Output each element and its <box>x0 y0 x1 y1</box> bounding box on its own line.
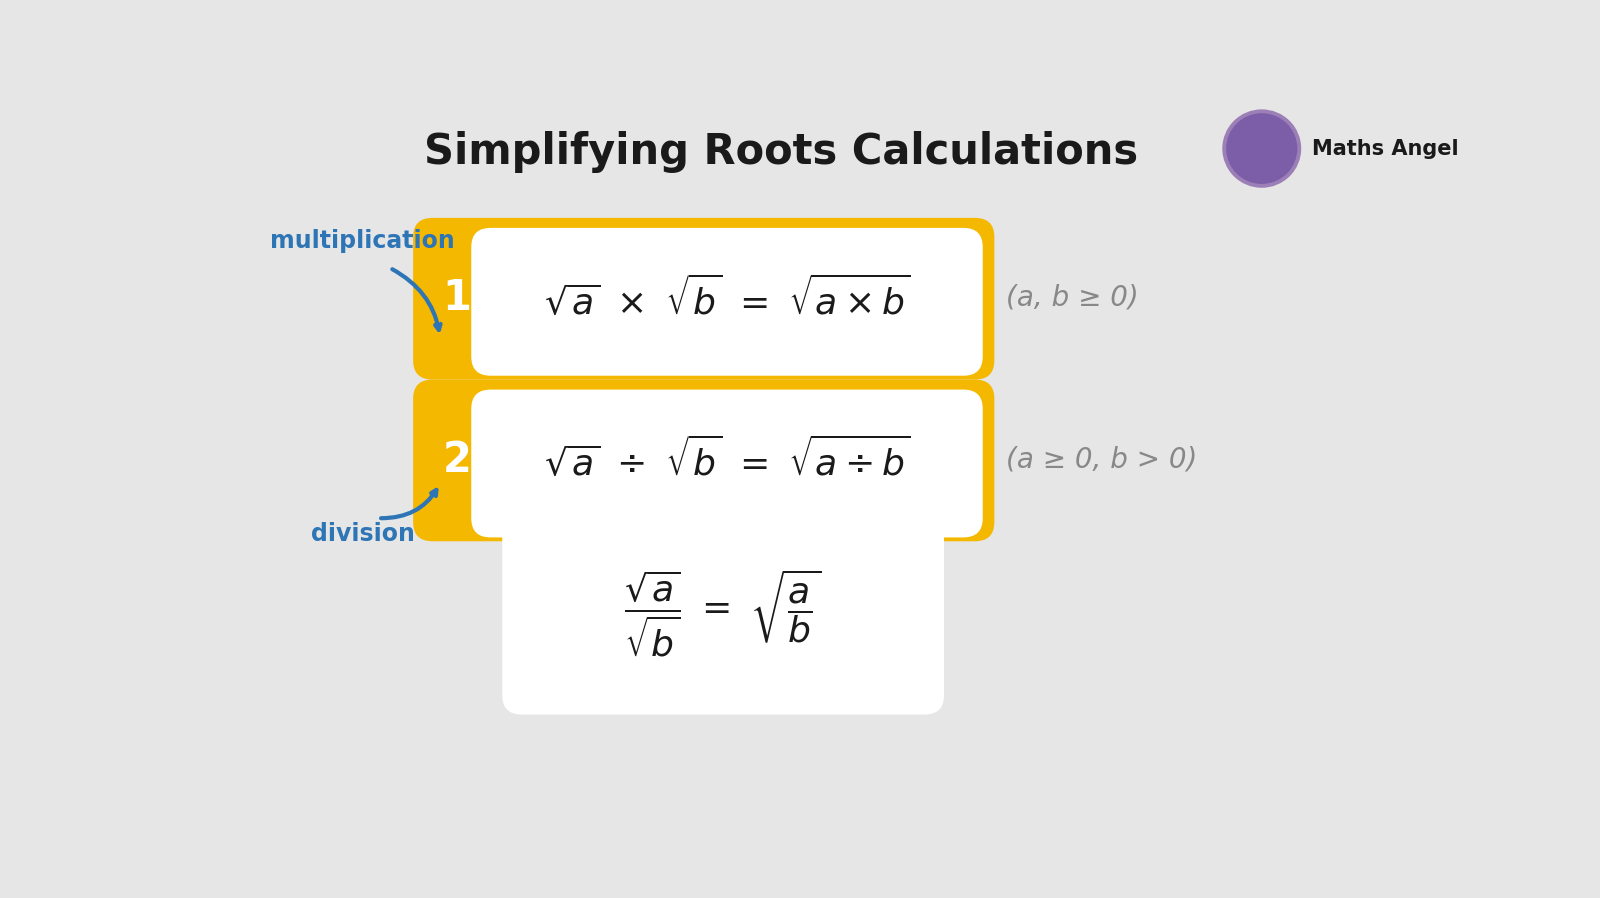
Text: $\sqrt{a}\ \div\ \sqrt{b}\ =\ \sqrt{a \div b}$: $\sqrt{a}\ \div\ \sqrt{b}\ =\ \sqrt{a \d… <box>544 437 910 482</box>
FancyBboxPatch shape <box>472 228 982 375</box>
Circle shape <box>1227 114 1296 183</box>
FancyBboxPatch shape <box>413 218 994 380</box>
Text: (a, b ≥ 0): (a, b ≥ 0) <box>1006 284 1139 312</box>
Circle shape <box>1222 110 1301 187</box>
Text: (a ≥ 0, b > 0): (a ≥ 0, b > 0) <box>1006 445 1197 473</box>
Text: 2.: 2. <box>443 438 488 480</box>
Text: $\sqrt{a}\ \times\ \sqrt{b}\ =\ \sqrt{a \times b}$: $\sqrt{a}\ \times\ \sqrt{b}\ =\ \sqrt{a … <box>544 276 910 321</box>
FancyBboxPatch shape <box>413 380 994 541</box>
Text: multiplication: multiplication <box>270 229 454 253</box>
FancyBboxPatch shape <box>472 390 982 537</box>
Text: Simplifying Roots Calculations: Simplifying Roots Calculations <box>424 131 1138 173</box>
FancyBboxPatch shape <box>502 518 944 715</box>
Text: division: division <box>310 522 414 546</box>
Text: $\dfrac{\sqrt{a}}{\sqrt{b}}\ =\ \sqrt{\dfrac{a}{b}}$: $\dfrac{\sqrt{a}}{\sqrt{b}}\ =\ \sqrt{\d… <box>624 568 822 658</box>
Text: 1.: 1. <box>443 277 488 319</box>
Text: Maths Angel: Maths Angel <box>1312 138 1459 159</box>
